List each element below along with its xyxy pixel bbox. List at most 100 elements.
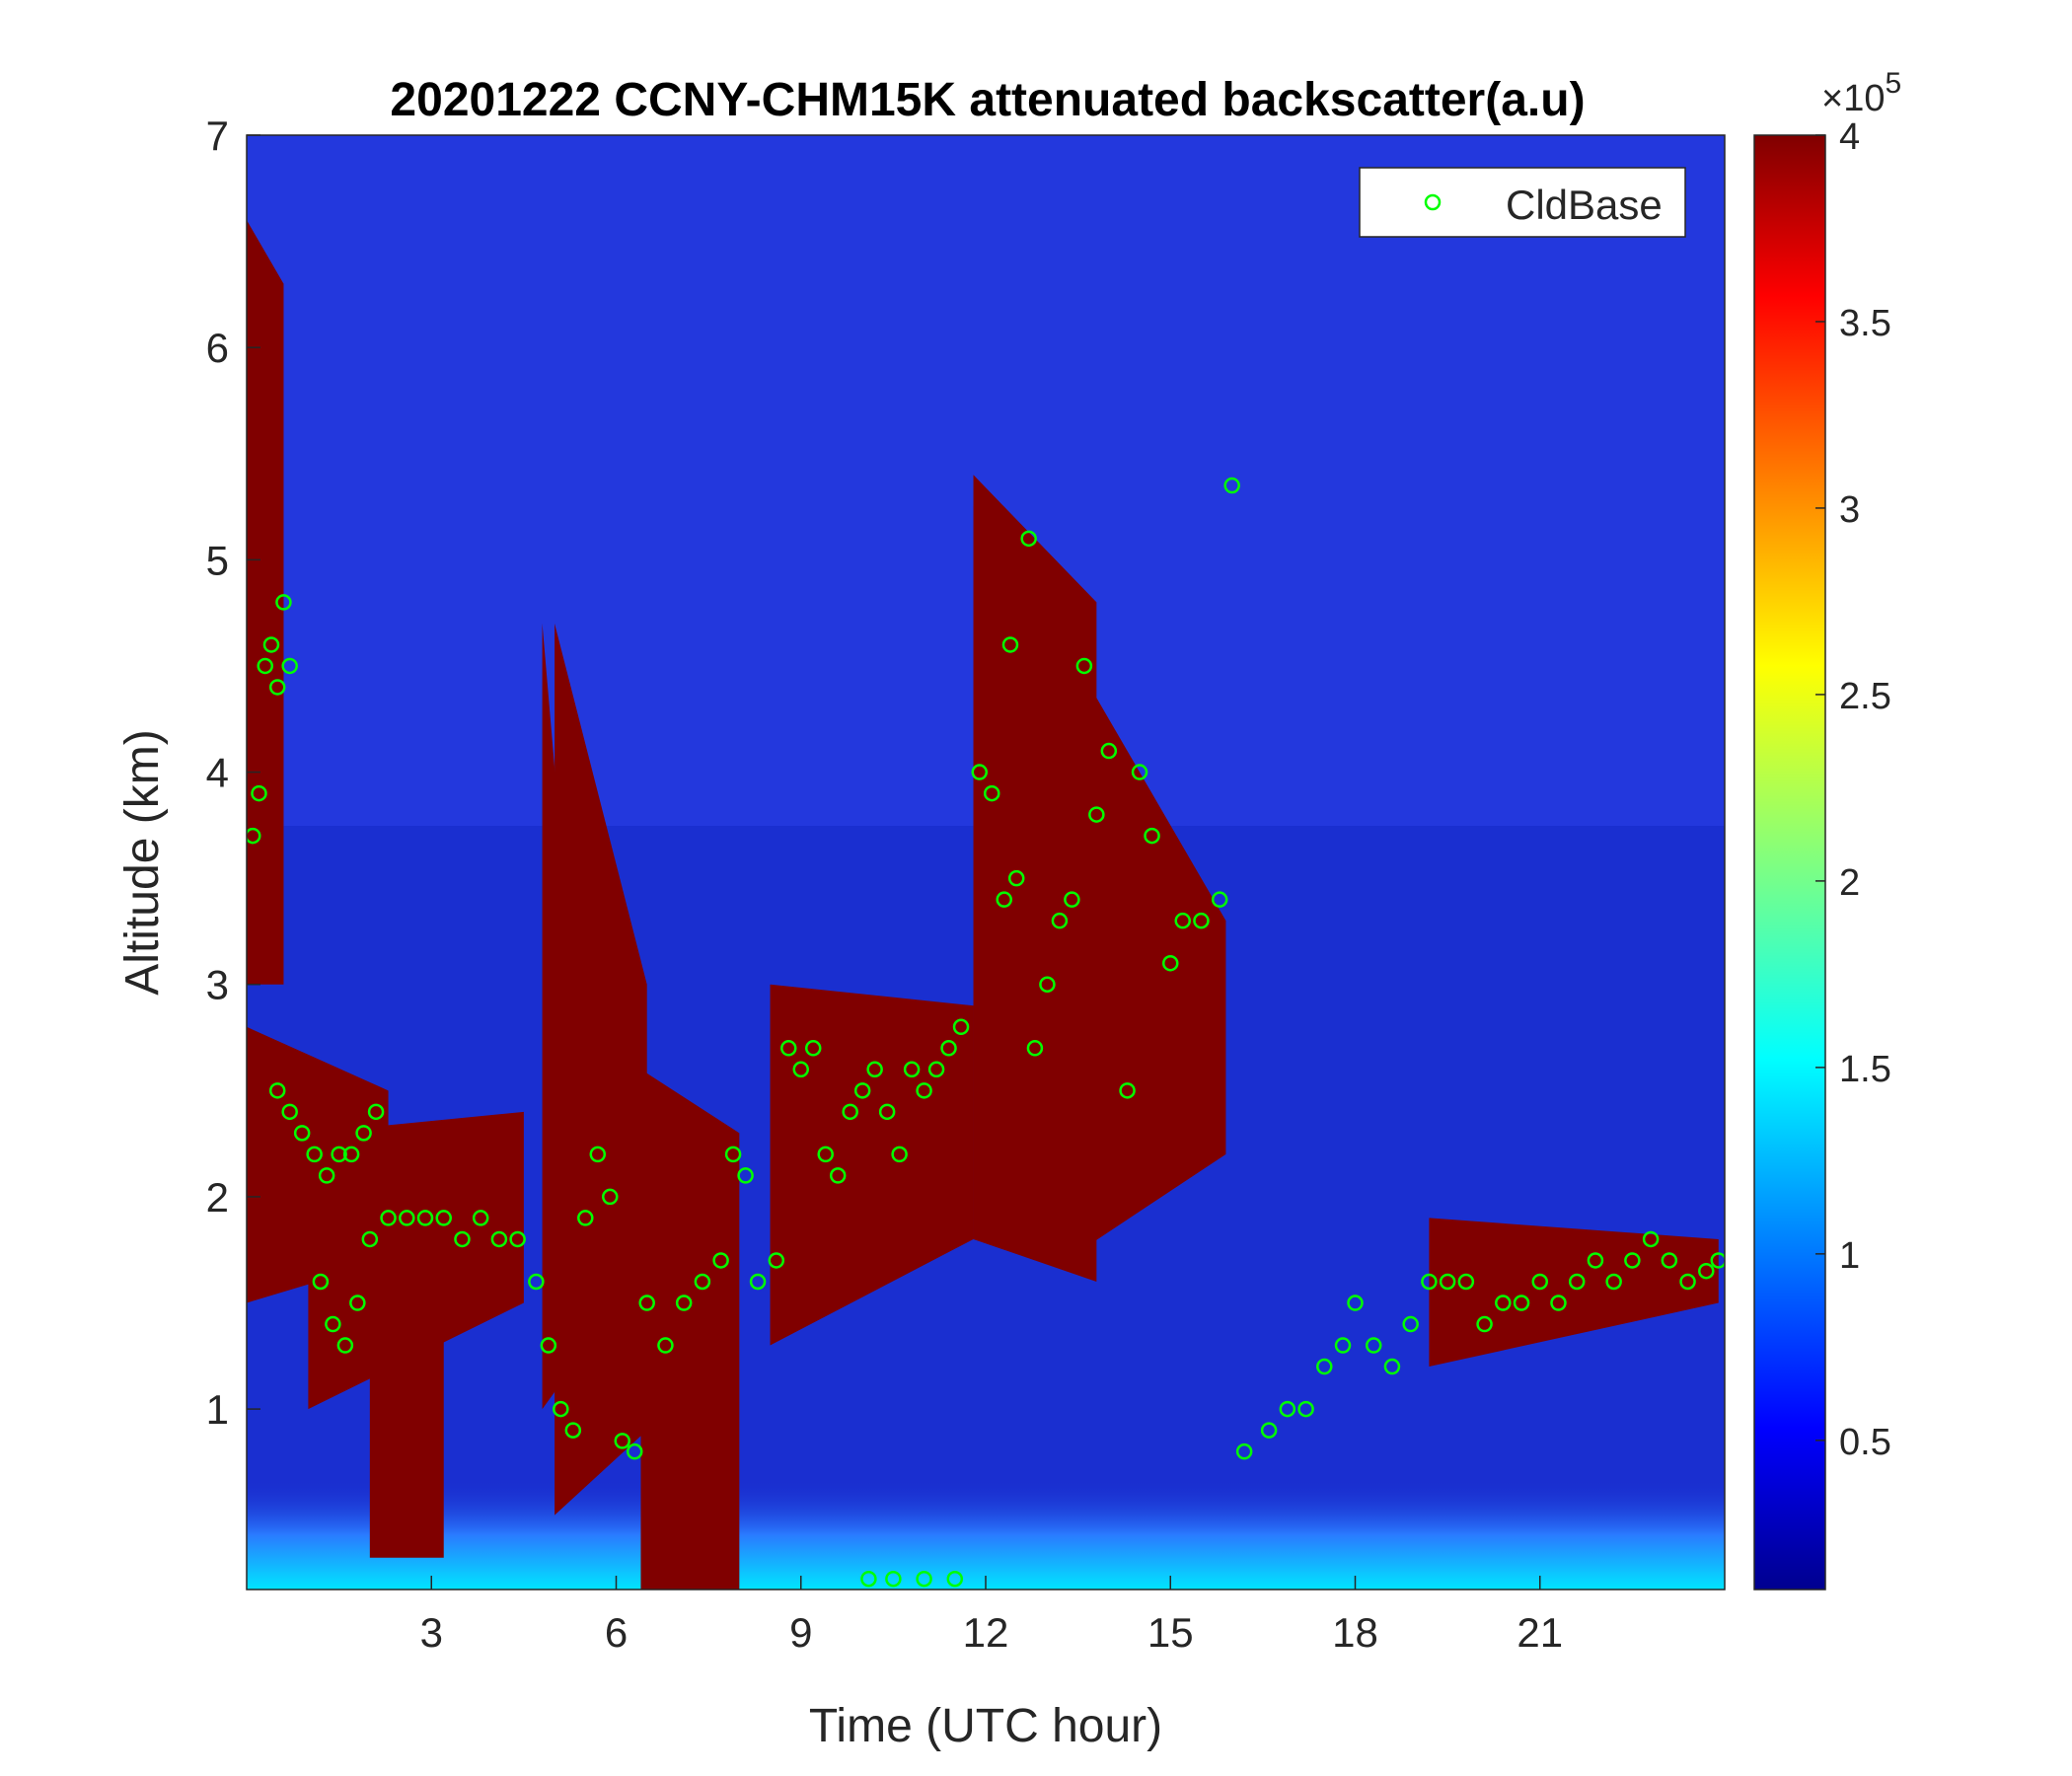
cloud-base-marker-18 (336, 1337, 354, 1354)
cloud-base-marker-29 (528, 1273, 545, 1291)
cloud-base-marker-56 (891, 1146, 908, 1163)
cloud-base-marker-62 (860, 1570, 877, 1588)
cloud-base-marker-3 (262, 636, 280, 653)
cloud-base-marker-91 (1316, 1358, 1333, 1375)
cloud-base-marker-21 (380, 1210, 397, 1226)
cloud-base-marker-80 (1131, 764, 1148, 780)
cloud-base-marker-48 (792, 1061, 809, 1078)
cloud-base-marker-49 (804, 1040, 822, 1057)
cloud-base-marker-87 (1235, 1443, 1253, 1460)
cloud-base-marker-68 (996, 891, 1012, 908)
colorbar-ticks: 0.5 1 1.5 2 2.5 3 3.5 4 (1815, 116, 1891, 1463)
y-tick-label-2: 3 (206, 962, 229, 1008)
cloud-base-marker-97 (1421, 1273, 1438, 1291)
cloud-base-marker-15 (367, 1103, 385, 1121)
legend-box (1359, 167, 1686, 238)
legend: CldBase (1359, 167, 1686, 238)
colorbar-tick-label-1: 1 (1839, 1235, 1860, 1277)
colorbar-exponent-power: 5 (1885, 67, 1901, 100)
cloud-base-marker-14 (355, 1125, 372, 1142)
cloud-base-marker-5 (275, 594, 292, 611)
cloud-base-marker-104 (1550, 1295, 1567, 1311)
cloud-base-marker-11 (318, 1167, 335, 1184)
cloud-base-marker-44 (737, 1167, 754, 1184)
cloud-base-marker-81 (1144, 827, 1160, 845)
cloud-base-marker-17 (325, 1315, 341, 1333)
colorbar-tick-label-3: 2 (1839, 862, 1860, 904)
cloud-layer-5 (555, 623, 647, 1516)
cloud-base-marker-73 (1039, 976, 1056, 993)
cloud-base-markers (247, 477, 1725, 1588)
y-tick-label-1: 2 (206, 1174, 229, 1221)
cloud-base-marker-53 (853, 1082, 871, 1099)
cloud-base-marker-43 (724, 1146, 742, 1163)
y-tick-label-5: 6 (206, 325, 229, 371)
cloud-base-marker-51 (829, 1167, 847, 1184)
cloud-base-marker-111 (1679, 1273, 1696, 1291)
x-tick-label-0: 3 (420, 1609, 443, 1656)
cloud-base-marker-101 (1495, 1295, 1512, 1311)
colorbar-tick-label-2: 1.5 (1839, 1049, 1891, 1090)
y-axis-ticks: 1 2 3 4 5 6 7 (206, 112, 260, 1433)
colorbar-exponent-prefix: ×10 (1821, 78, 1885, 119)
cloud-base-marker-69 (1007, 869, 1025, 887)
cloud-base-marker-90 (1297, 1400, 1314, 1418)
x-axis-ticks: 3 6 9 12 15 18 21 (420, 1576, 1563, 1656)
cloud-base-marker-6 (281, 657, 298, 675)
colorbar-tick-label-6: 3.5 (1839, 303, 1891, 344)
cloud-base-marker-89 (1279, 1400, 1296, 1418)
cloud-base-marker-60 (940, 1040, 957, 1057)
cloud-base-marker-13 (342, 1146, 360, 1163)
cloud-layer-10 (1429, 1218, 1719, 1368)
cloud-base-marker-39 (657, 1337, 674, 1354)
cloud-base-marker-40 (675, 1295, 693, 1311)
cloud-base-marker-92 (1334, 1337, 1352, 1354)
cloud-base-marker-25 (454, 1230, 471, 1248)
cloud-layer-3 (369, 1175, 444, 1558)
x-tick-label-6: 21 (1517, 1609, 1563, 1656)
cloud-base-marker-107 (1605, 1273, 1622, 1291)
cloud-base-marker-98 (1439, 1273, 1456, 1291)
cloud-layer-7 (770, 984, 974, 1346)
cloud-base-marker-4 (268, 679, 286, 696)
cloud-base-marker-32 (564, 1422, 582, 1439)
cloud-layer-8 (973, 475, 1097, 1282)
cloud-base-marker-79 (1119, 1082, 1136, 1099)
y-tick-label-6: 7 (206, 112, 229, 159)
chart-title: 20201222 CCNY-CHM15K attenuated backscat… (390, 74, 1585, 126)
cloud-base-marker-112 (1698, 1262, 1715, 1280)
x-tick-label-5: 18 (1332, 1609, 1378, 1656)
x-tick-label-4: 15 (1147, 1609, 1194, 1656)
cloud-base-marker-28 (509, 1230, 526, 1248)
cloud-base-marker-9 (293, 1125, 311, 1142)
cloud-base-marker-113 (1710, 1252, 1725, 1269)
cloud-base-marker-10 (306, 1146, 323, 1163)
cloud-base-marker-96 (1402, 1315, 1419, 1333)
cloud-base-marker-78 (1100, 742, 1118, 760)
cloud-base-marker-0 (247, 827, 261, 845)
cloud-base-marker-63 (885, 1570, 902, 1588)
cloud-base-marker-109 (1642, 1230, 1660, 1248)
cloud-base-marker-35 (602, 1188, 619, 1206)
y-tick-label-3: 4 (206, 750, 229, 796)
cloud-base-marker-38 (638, 1295, 655, 1311)
cloud-base-marker-93 (1347, 1295, 1364, 1311)
cloud-base-marker-110 (1661, 1252, 1678, 1269)
cloud-base-marker-16 (312, 1273, 330, 1291)
cloud-base-marker-7 (268, 1082, 286, 1099)
cloud-base-marker-8 (281, 1103, 298, 1121)
cloud-base-marker-27 (490, 1230, 508, 1248)
cloud-base-marker-108 (1624, 1252, 1641, 1269)
cloud-base-marker-71 (1020, 530, 1037, 548)
cloud-base-marker-30 (540, 1337, 557, 1354)
cloud-base-marker-24 (435, 1210, 452, 1226)
cloud-base-marker-1 (251, 784, 267, 802)
cloud-base-marker-26 (472, 1210, 489, 1226)
x-tick-label-1: 6 (605, 1609, 628, 1656)
cloud-base-marker-102 (1513, 1295, 1530, 1311)
cloud-layer-6 (640, 1069, 740, 1590)
cloud-base-marker-66 (971, 764, 989, 780)
cloud-base-marker-76 (1075, 657, 1093, 675)
cloud-base-marker-57 (903, 1061, 921, 1078)
